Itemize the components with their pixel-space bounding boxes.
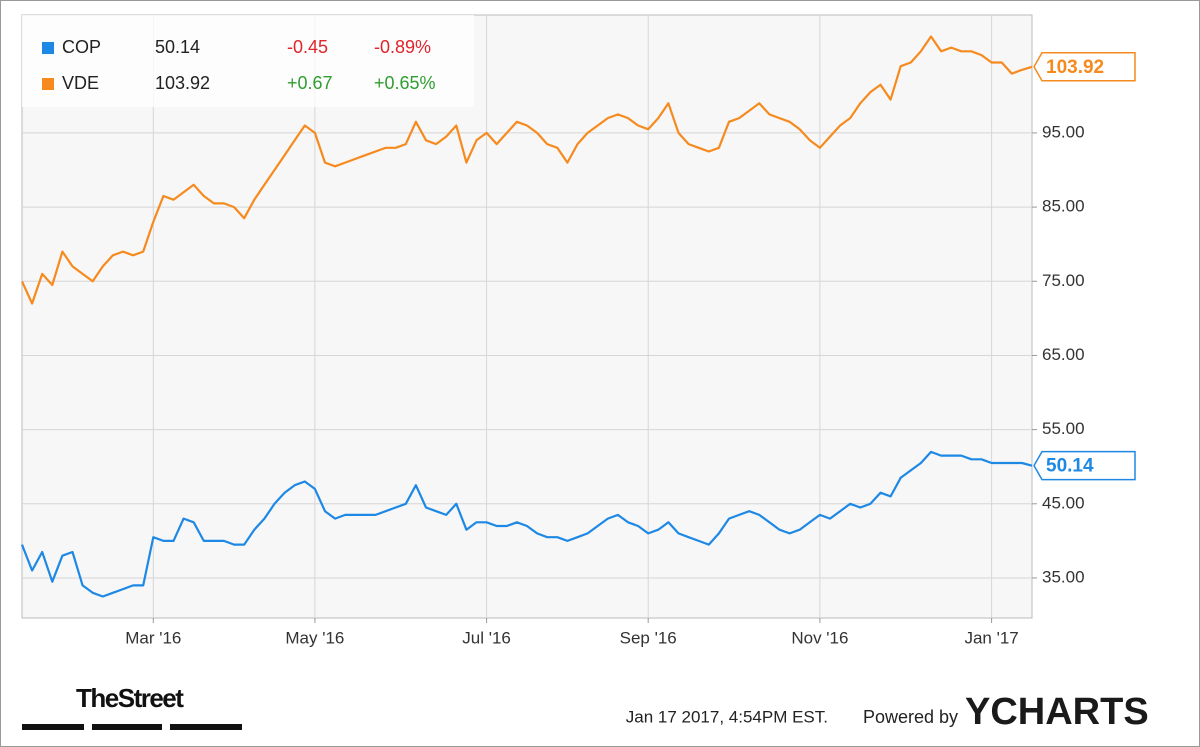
- x-tick-label: Sep '16: [620, 628, 677, 647]
- axes: 35.00 45.00 55.00 65.00 75.00 85.00 95.00 Mar '…: [125, 52, 1136, 647]
- x-tick-label: May '16: [285, 628, 344, 647]
- grid: [22, 15, 1032, 618]
- y-tick-label: 45.00: [1042, 493, 1085, 512]
- plot-area: [21, 14, 1033, 619]
- series-line: [20, 450, 1033, 598]
- lines: [20, 35, 1033, 598]
- last-value-label: 103.92: [1046, 57, 1104, 78]
- y-tick-label: 75.00: [1042, 271, 1085, 290]
- legend-name: VDE: [62, 73, 99, 93]
- last-value-box: [1033, 52, 1136, 82]
- y-tick-label: 55.00: [1042, 419, 1085, 438]
- legend-swatch: [42, 42, 54, 54]
- y-tick-label: 35.00: [1042, 567, 1085, 586]
- logo-bar: [92, 724, 162, 730]
- legend-change-pct: -0.89%: [374, 37, 431, 57]
- timestamp: Jan 17 2017, 4:54PM EST.: [626, 707, 828, 726]
- legend-change-pct: +0.65%: [374, 73, 436, 93]
- legend-name: COP: [62, 37, 101, 57]
- x-tick-label: Mar '16: [125, 628, 181, 647]
- x-tick-label: Nov '16: [791, 628, 848, 647]
- x-tick-label: Jan '17: [964, 628, 1018, 647]
- provider-logo: YCHARTS: [965, 691, 1149, 733]
- y-tick-label: 65.00: [1042, 345, 1085, 364]
- logo-bar: [170, 724, 242, 730]
- last-value-box: [1033, 450, 1136, 481]
- legend-last: 50.14: [155, 37, 200, 57]
- logo-bar: [22, 724, 84, 730]
- legend-swatch: [42, 78, 54, 90]
- legend-change: -0.45: [287, 37, 328, 57]
- last-value-label: 50.14: [1046, 456, 1094, 477]
- legend-last: 103.92: [155, 73, 210, 93]
- brand-logo: TheStreet: [76, 683, 184, 713]
- legend: COP 50.14 -0.45 -0.89% VDE 103.92 +0.67 +0.65%: [22, 15, 474, 107]
- legend-box: [22, 15, 474, 107]
- y-tick-label: 85.00: [1042, 197, 1085, 216]
- y-tick-label: 95.00: [1042, 122, 1085, 141]
- powered-by: Powered by: [863, 707, 958, 727]
- legend-change: +0.67: [287, 73, 333, 93]
- series-line: [20, 35, 1033, 305]
- x-tick-label: Jul '16: [462, 628, 511, 647]
